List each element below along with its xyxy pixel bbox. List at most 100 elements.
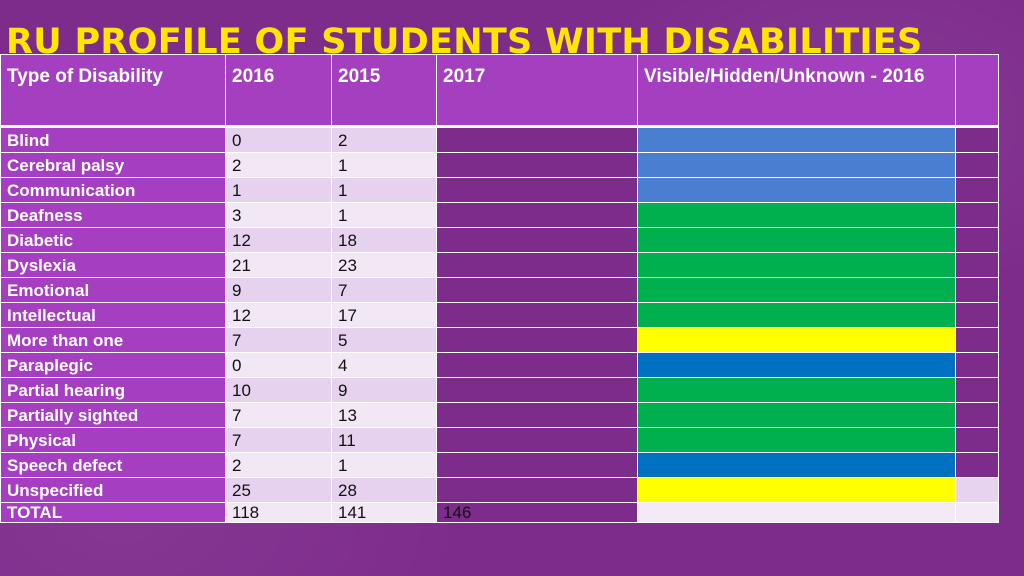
cell-2015: 7 [331, 277, 437, 303]
table-row: Deafness 3 1 [0, 202, 999, 228]
table-row: Cerebral palsy 2 1 [0, 152, 999, 178]
header-2016: 2016 [225, 54, 332, 127]
cell-visibility-color [637, 277, 956, 303]
cell-type: Speech defect [0, 452, 226, 478]
table-row: More than one 7 5 [0, 327, 999, 353]
header-2017: 2017 [436, 54, 638, 127]
cell-2016: 2 [225, 152, 332, 178]
cell-2017 [436, 327, 638, 353]
cell-2015: 1 [331, 202, 437, 228]
cell-visibility-color [637, 477, 956, 503]
cell-2015: 17 [331, 302, 437, 328]
table-row: Emotional 9 7 [0, 277, 999, 303]
cell-extra [955, 477, 999, 503]
header-extra [955, 54, 999, 127]
cell-visibility-color [637, 227, 956, 253]
cell-2015: 9 [331, 377, 437, 403]
header-type: Type of Disability [0, 54, 226, 127]
cell-visibility-color [637, 177, 956, 203]
cell-2017 [436, 152, 638, 178]
cell-extra [955, 177, 999, 203]
header-visibility: Visible/Hidden/Unknown - 2016 [637, 54, 956, 127]
table-row: Partially sighted 7 13 [0, 402, 999, 428]
cell-2016: 0 [225, 126, 332, 153]
total-2015: 141 [331, 502, 437, 523]
cell-visibility-color [637, 202, 956, 228]
cell-2017 [436, 126, 638, 153]
cell-type: Deafness [0, 202, 226, 228]
cell-extra [955, 252, 999, 278]
cell-2016: 0 [225, 352, 332, 378]
cell-2016: 12 [225, 302, 332, 328]
cell-extra [955, 427, 999, 453]
cell-extra [955, 352, 999, 378]
cell-extra [955, 227, 999, 253]
table-row: Unspecified 25 28 [0, 477, 999, 503]
cell-2017 [436, 177, 638, 203]
cell-2017 [436, 377, 638, 403]
cell-type: Diabetic [0, 227, 226, 253]
cell-extra [955, 152, 999, 178]
table-row: Diabetic 12 18 [0, 227, 999, 253]
cell-type: Paraplegic [0, 352, 226, 378]
cell-type: Communication [0, 177, 226, 203]
cell-visibility-color [637, 152, 956, 178]
total-label: TOTAL [0, 502, 226, 523]
table-row: Speech defect 2 1 [0, 452, 999, 478]
cell-2017 [436, 427, 638, 453]
cell-type: More than one [0, 327, 226, 353]
cell-visibility-color [637, 352, 956, 378]
cell-visibility-color [637, 452, 956, 478]
cell-extra [955, 327, 999, 353]
table-row: Partial hearing 10 9 [0, 377, 999, 403]
cell-extra [955, 126, 999, 153]
cell-2015: 23 [331, 252, 437, 278]
total-2017: 146 [436, 502, 638, 523]
table-row: Dyslexia 21 23 [0, 252, 999, 278]
cell-2016: 2 [225, 452, 332, 478]
cell-2017 [436, 277, 638, 303]
cell-type: Emotional [0, 277, 226, 303]
cell-2015: 5 [331, 327, 437, 353]
cell-type: Cerebral palsy [0, 152, 226, 178]
table-row: Communication 1 1 [0, 177, 999, 203]
cell-2015: 13 [331, 402, 437, 428]
cell-2016: 21 [225, 252, 332, 278]
total-row: TOTAL 118 141 146 [0, 502, 999, 523]
cell-2017 [436, 477, 638, 503]
cell-2016: 7 [225, 402, 332, 428]
cell-visibility-color [637, 327, 956, 353]
header-2015: 2015 [331, 54, 437, 127]
cell-2017 [436, 252, 638, 278]
cell-type: Partial hearing [0, 377, 226, 403]
cell-extra [955, 277, 999, 303]
total-extra [955, 502, 999, 523]
cell-2016: 12 [225, 227, 332, 253]
cell-2016: 25 [225, 477, 332, 503]
cell-type: Intellectual [0, 302, 226, 328]
cell-visibility-color [637, 252, 956, 278]
disability-table: Type of Disability 2016 2015 2017 Visibl… [0, 54, 999, 523]
cell-2017 [436, 352, 638, 378]
cell-2016: 1 [225, 177, 332, 203]
cell-2015: 1 [331, 452, 437, 478]
cell-2017 [436, 402, 638, 428]
cell-type: Dyslexia [0, 252, 226, 278]
cell-type: Partially sighted [0, 402, 226, 428]
cell-extra [955, 377, 999, 403]
cell-2016: 7 [225, 327, 332, 353]
cell-2015: 1 [331, 152, 437, 178]
cell-2015: 4 [331, 352, 437, 378]
cell-visibility-color [637, 402, 956, 428]
cell-2016: 7 [225, 427, 332, 453]
cell-2017 [436, 227, 638, 253]
cell-2015: 18 [331, 227, 437, 253]
total-2016: 118 [225, 502, 332, 523]
cell-2016: 9 [225, 277, 332, 303]
cell-extra [955, 302, 999, 328]
cell-2015: 11 [331, 427, 437, 453]
table-row: Paraplegic 0 4 [0, 352, 999, 378]
table-header-row: Type of Disability 2016 2015 2017 Visibl… [0, 54, 999, 127]
table-row: Blind 0 2 [0, 126, 999, 153]
cell-2017 [436, 202, 638, 228]
